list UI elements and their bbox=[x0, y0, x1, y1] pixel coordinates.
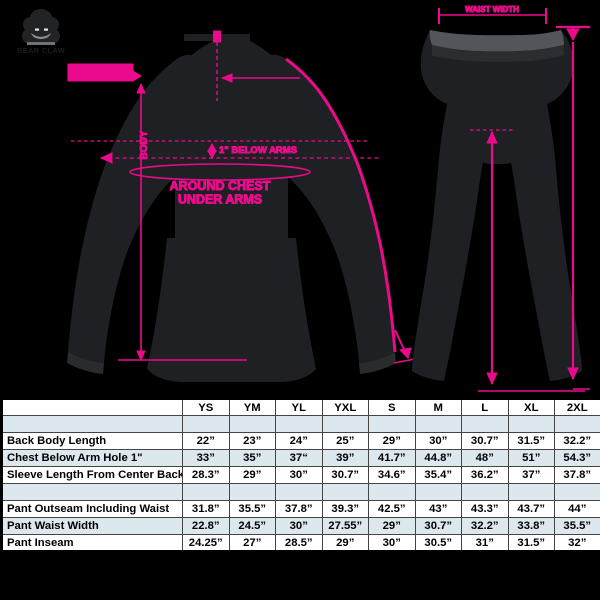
svg-text:1" BELOW ARMS: 1" BELOW ARMS bbox=[219, 145, 297, 156]
svg-text:1" BELOW: 1" BELOW bbox=[86, 66, 114, 72]
svg-text:COLLAR: COLLAR bbox=[89, 74, 112, 80]
svg-text:BODY: BODY bbox=[139, 130, 150, 159]
svg-text:UNDER ARMS: UNDER ARMS bbox=[178, 193, 262, 207]
svg-text:WAIST WIDTH: WAIST WIDTH bbox=[465, 5, 519, 14]
svg-text:BEAR CLAW: BEAR CLAW bbox=[17, 46, 66, 55]
svg-text:AROUND CHEST: AROUND CHEST bbox=[170, 179, 271, 193]
